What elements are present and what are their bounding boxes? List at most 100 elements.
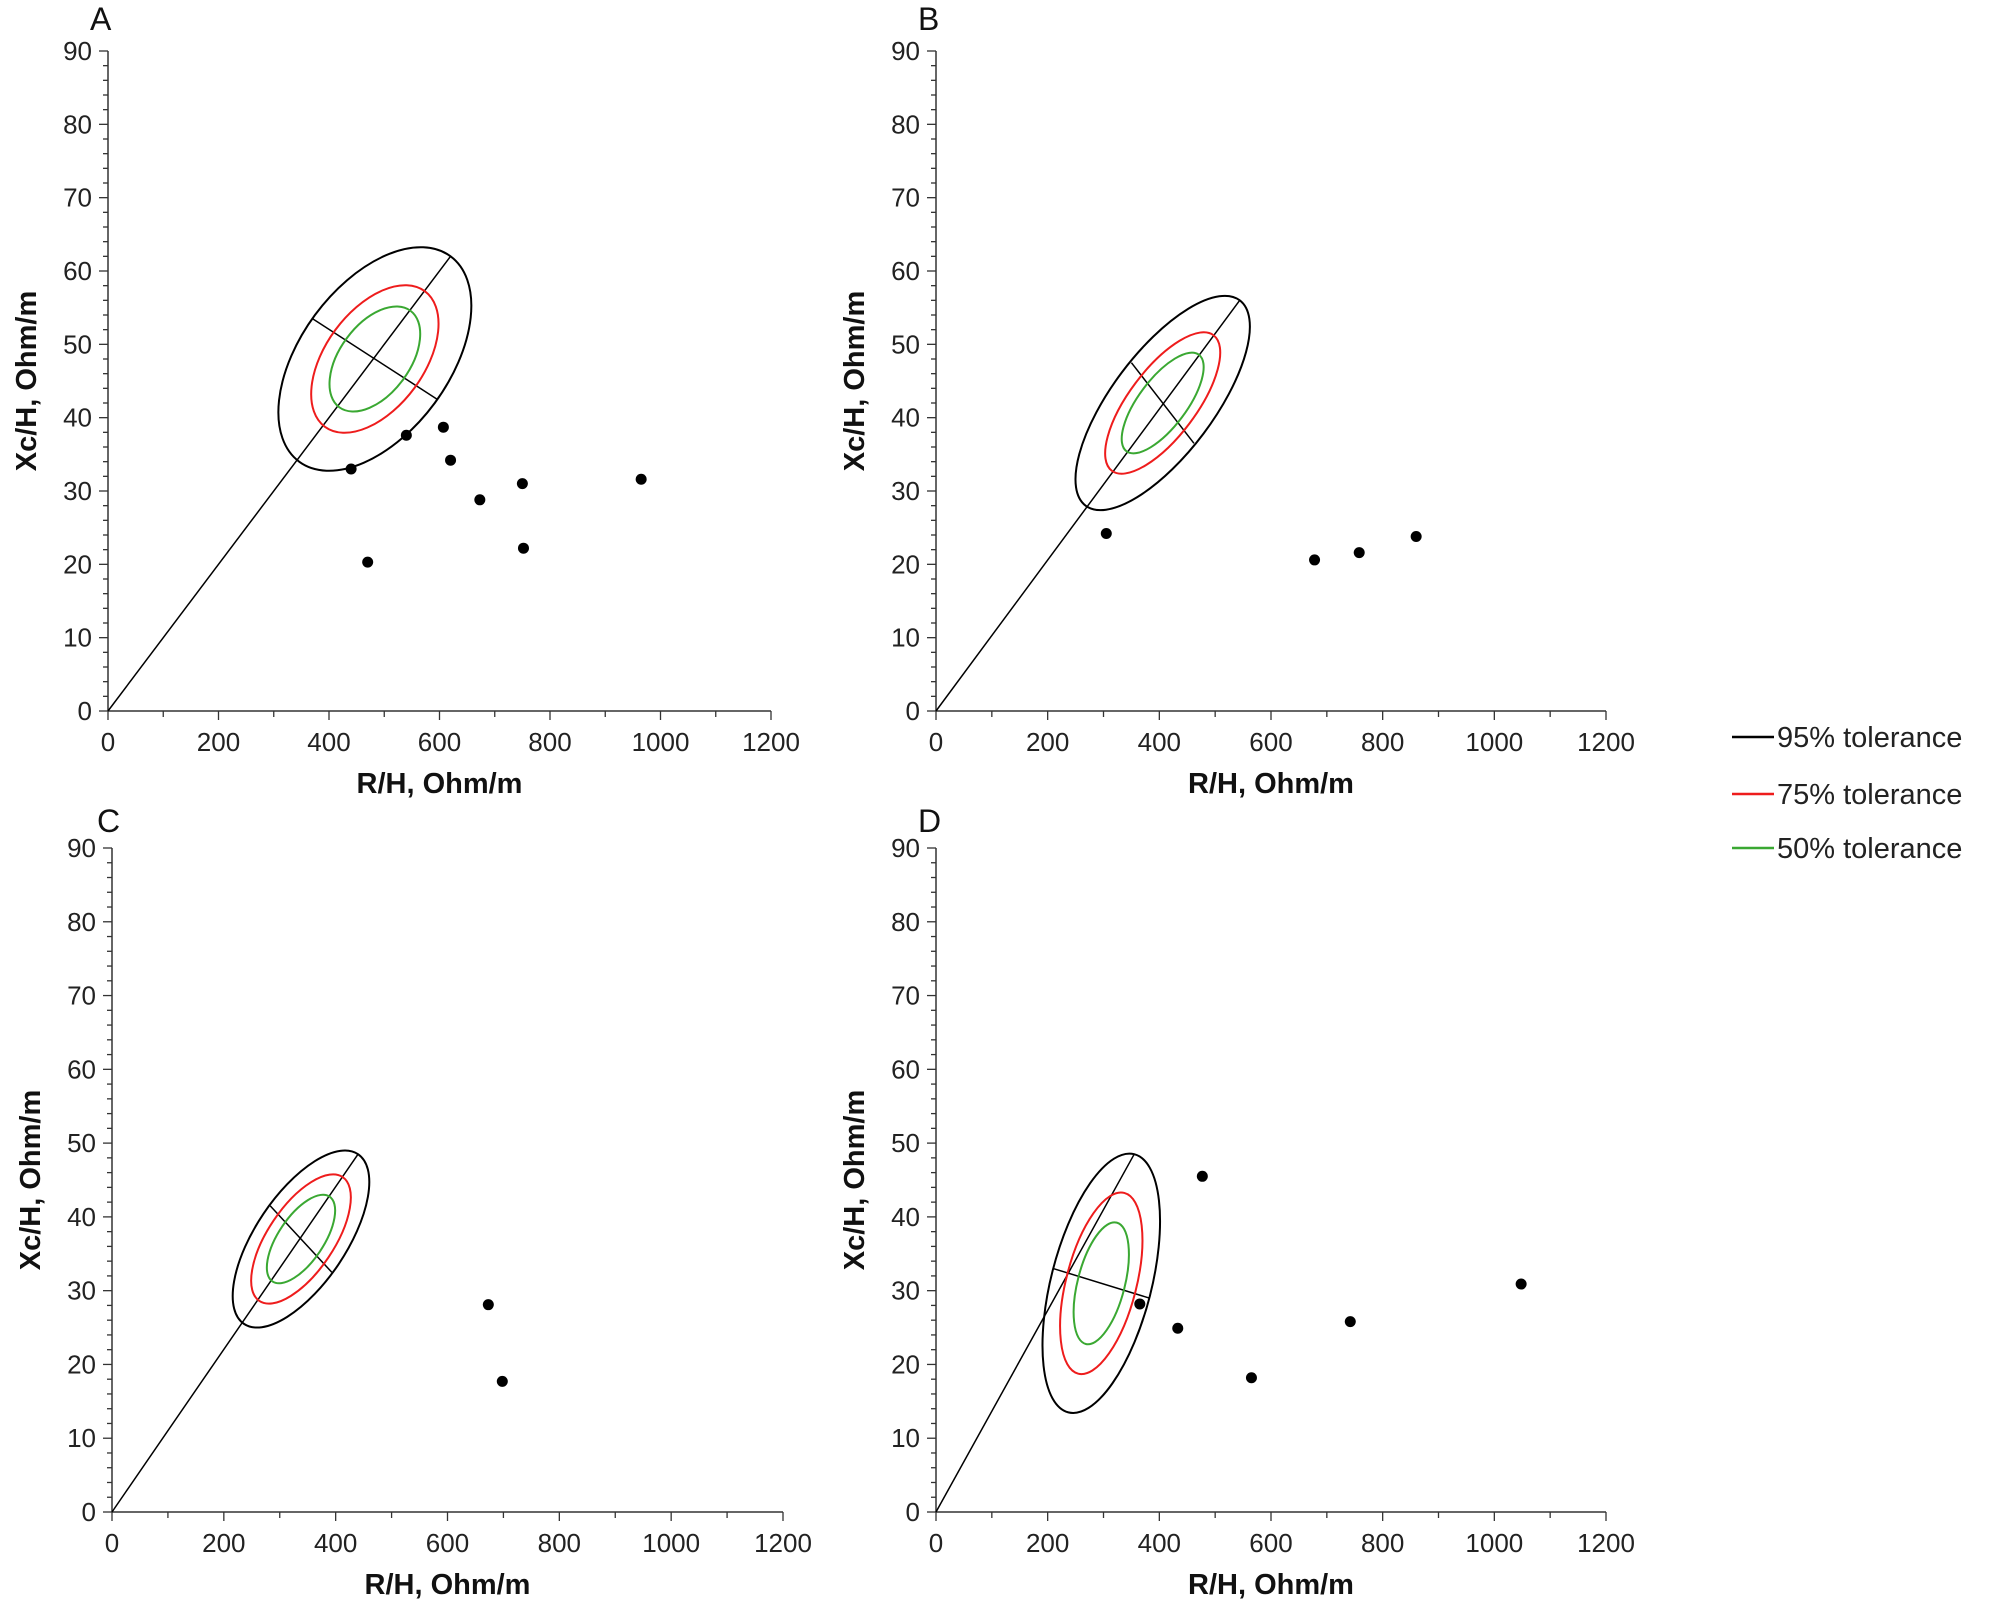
panel-d-x-tick-label: 1000 bbox=[1465, 1528, 1523, 1558]
panel-a-data-point bbox=[400, 429, 412, 441]
panel-d-y-axis-title: Xc/H, Ohm/m bbox=[839, 1090, 871, 1271]
panel-d-tolerance-ellipse-75 bbox=[1059, 1191, 1144, 1376]
panel-d-tolerance-ellipse-95 bbox=[1041, 1152, 1162, 1414]
panel-a-x-tick-label: 1200 bbox=[742, 727, 800, 757]
panel-d-x-tick-label: 1200 bbox=[1577, 1528, 1635, 1558]
panel-a-tolerance-ellipse-95 bbox=[277, 246, 473, 472]
panel-a-tolerance-ellipse-75 bbox=[310, 284, 440, 434]
panel-d-x-tick-label: 0 bbox=[929, 1528, 943, 1558]
panel-c-x-tick-label: 1000 bbox=[642, 1528, 700, 1558]
panel-d-data-point bbox=[1515, 1278, 1527, 1290]
panel-d-y-tick-label: 20 bbox=[891, 1349, 920, 1379]
panel-d-minor-axis bbox=[1053, 1267, 1150, 1299]
panel-d-letter: D bbox=[918, 803, 941, 839]
panel-b-y-tick-label: 30 bbox=[891, 476, 920, 506]
panel-c-letter: C bbox=[97, 803, 120, 839]
panel-c-tolerance-ellipse-75 bbox=[250, 1173, 352, 1305]
panel-d-data-point bbox=[1245, 1372, 1257, 1384]
panel-a-data-point bbox=[516, 478, 528, 490]
panel-b-y-tick-label: 90 bbox=[891, 36, 920, 66]
panel-c-x-tick-label: 800 bbox=[538, 1528, 581, 1558]
panel-a-data-point bbox=[362, 556, 374, 568]
panel-c-y-axis-title: Xc/H, Ohm/m bbox=[15, 1090, 47, 1271]
panel-d-x-tick-label: 400 bbox=[1138, 1528, 1181, 1558]
panel-a-x-tick-label: 800 bbox=[528, 727, 571, 757]
panel-a-x-tick-label: 200 bbox=[197, 727, 240, 757]
panel-c-data-point bbox=[482, 1299, 494, 1311]
panel-c-y-tick-label: 0 bbox=[82, 1497, 96, 1527]
panel-a-y-tick-label: 60 bbox=[63, 256, 92, 286]
panel-b-tolerance-ellipse-95 bbox=[1074, 294, 1251, 512]
panel-b-y-tick-label: 10 bbox=[891, 623, 920, 653]
panel-d-x-tick-label: 800 bbox=[1361, 1528, 1404, 1558]
panel-b-y-tick-label: 0 bbox=[906, 696, 920, 726]
panel-a-x-axis-title: R/H, Ohm/m bbox=[357, 768, 523, 800]
panel-d-x-tick-label: 600 bbox=[1249, 1528, 1292, 1558]
panel-c: C 0 10 20 30 40 50 60 70 80 90 0 200 400 600 800 1000 120… bbox=[15, 803, 812, 1601]
legend-label-75: 75% tolerance bbox=[1777, 779, 1962, 811]
legend-label-95: 95% tolerance bbox=[1777, 722, 1962, 754]
panel-a-y-tick-label: 30 bbox=[63, 476, 92, 506]
panel-d-y-tick-label: 90 bbox=[891, 833, 920, 863]
panel-c-tolerance-ellipse-95 bbox=[231, 1149, 371, 1329]
panel-c-y-tick-label: 10 bbox=[67, 1423, 96, 1453]
panel-d-y-tick-label: 50 bbox=[891, 1128, 920, 1158]
panel-a: A 0 10 20 30 40 50 60 70 80 90 0 200 400 600 800 1000 120… bbox=[11, 1, 800, 800]
panel-d: D 0 10 20 30 40 50 60 70 80 90 0 200 400 600 800 1000 120… bbox=[839, 803, 1635, 1601]
panel-c-y-tick-label: 70 bbox=[67, 981, 96, 1011]
panel-c-y-tick-label: 80 bbox=[67, 907, 96, 937]
panel-b-x-tick-label: 600 bbox=[1249, 727, 1292, 757]
panel-c-x-tick-label: 1200 bbox=[754, 1528, 812, 1558]
panel-a-y-tick-label: 50 bbox=[63, 329, 92, 359]
panel-a-y-tick-label: 0 bbox=[78, 696, 92, 726]
panel-d-data-point bbox=[1196, 1170, 1208, 1182]
panel-b-y-tick-label: 60 bbox=[891, 256, 920, 286]
panel-c-x-tick-label: 0 bbox=[105, 1528, 119, 1558]
panel-a-y-tick-label: 80 bbox=[63, 109, 92, 139]
panel-c-x-tick-label: 600 bbox=[426, 1528, 469, 1558]
panel-c-y-tick-label: 50 bbox=[67, 1128, 96, 1158]
panel-a-x-tick-label: 1000 bbox=[632, 727, 690, 757]
panel-b-letter: B bbox=[918, 1, 939, 37]
panel-a-data-point bbox=[517, 542, 529, 554]
panel-b-x-tick-label: 200 bbox=[1026, 727, 1069, 757]
panel-b: B 0 10 20 30 40 50 60 70 80 90 0 200 400 600 800 1000 120… bbox=[839, 1, 1635, 800]
panel-a-data-point bbox=[635, 473, 647, 485]
panel-d-y-tick-label: 40 bbox=[891, 1202, 920, 1232]
panel-d-vector-line bbox=[935, 1153, 1135, 1513]
panel-b-x-axis-title: R/H, Ohm/m bbox=[1188, 768, 1354, 800]
panel-b-x-tick-label: 800 bbox=[1361, 727, 1404, 757]
panel-a-data-point bbox=[474, 494, 486, 506]
legend: 95% tolerance 75% tolerance 50% toleranc… bbox=[1732, 722, 1962, 865]
panel-c-y-tick-label: 60 bbox=[67, 1054, 96, 1084]
panel-d-y-tick-label: 70 bbox=[891, 981, 920, 1011]
panel-d-y-tick-label: 0 bbox=[906, 1497, 920, 1527]
panel-b-y-tick-label: 50 bbox=[891, 329, 920, 359]
panel-a-data-point bbox=[437, 421, 449, 433]
panel-b-y-axis-title: Xc/H, Ohm/m bbox=[839, 291, 871, 472]
panel-b-data-point bbox=[1309, 554, 1321, 566]
panel-b-x-tick-label: 1200 bbox=[1577, 727, 1635, 757]
legend-label-50: 50% tolerance bbox=[1777, 833, 1962, 865]
panel-a-data-point bbox=[345, 463, 357, 475]
panel-a-minor-axis bbox=[312, 318, 438, 400]
panel-d-data-point bbox=[1172, 1322, 1184, 1334]
panel-a-y-tick-label: 90 bbox=[63, 36, 92, 66]
panel-d-tolerance-ellipse-50 bbox=[1072, 1221, 1130, 1346]
panel-c-y-tick-label: 20 bbox=[67, 1349, 96, 1379]
panel-b-y-tick-label: 70 bbox=[891, 183, 920, 213]
panel-b-x-tick-label: 400 bbox=[1138, 727, 1181, 757]
panel-a-y-axis-title: Xc/H, Ohm/m bbox=[11, 291, 43, 472]
panel-b-y-tick-label: 40 bbox=[891, 403, 920, 433]
panel-c-x-axis-title: R/H, Ohm/m bbox=[365, 1569, 531, 1601]
panel-c-y-tick-label: 30 bbox=[67, 1276, 96, 1306]
panel-b-y-tick-label: 80 bbox=[891, 109, 920, 139]
panel-c-data-point bbox=[496, 1375, 508, 1387]
panel-b-data-point bbox=[1100, 528, 1112, 540]
panel-c-y-tick-label: 90 bbox=[67, 833, 96, 863]
panel-d-y-tick-label: 60 bbox=[891, 1054, 920, 1084]
panel-d-y-tick-label: 30 bbox=[891, 1276, 920, 1306]
panel-b-data-point bbox=[1410, 530, 1422, 542]
panel-c-x-tick-label: 400 bbox=[314, 1528, 357, 1558]
